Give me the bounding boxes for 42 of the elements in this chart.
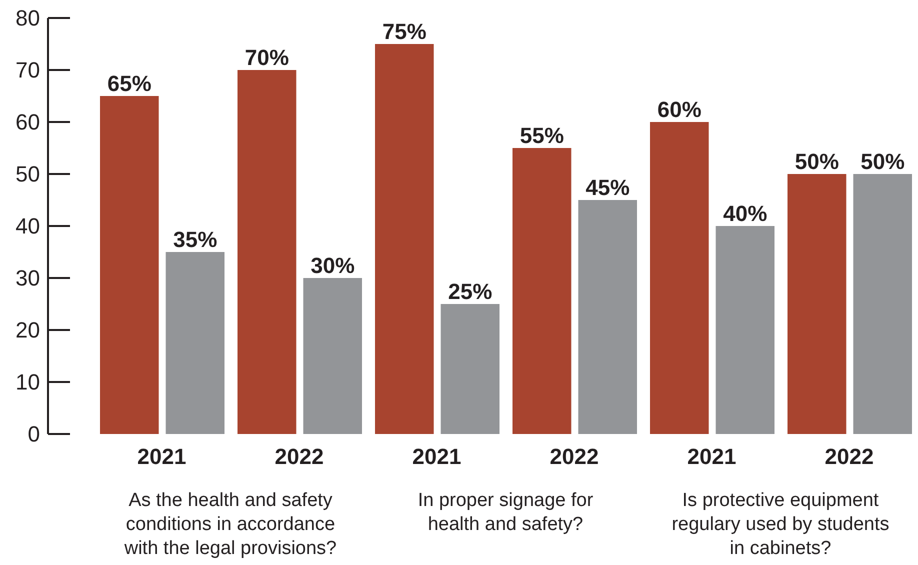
text: In proper signage for health and safety? <box>418 490 594 535</box>
data-label: 50% <box>860 149 905 174</box>
data-label: 55% <box>520 123 564 148</box>
bar <box>100 96 159 434</box>
bar <box>853 174 912 434</box>
bar <box>788 174 846 434</box>
data-label: 45% <box>586 175 630 200</box>
bar <box>512 148 572 434</box>
y-tick-label: 20 <box>16 318 40 343</box>
x-tick-label: 2022 <box>550 444 599 469</box>
bar <box>578 200 637 434</box>
x-tick-label: 2021 <box>137 444 186 469</box>
bar <box>375 44 434 434</box>
y-tick-label: 80 <box>16 6 40 31</box>
y-tick-label: 0 <box>28 422 40 447</box>
x-tick-label: 2022 <box>274 444 324 469</box>
text: Is protective equipment regulary used by students in cabinets? <box>672 490 890 559</box>
y-tick-label: 10 <box>16 370 40 395</box>
text: As the health and safety conditions in accordance with the legal provisions? <box>123 490 337 559</box>
data-label: 35% <box>173 227 218 252</box>
y-tick-label: 50 <box>16 162 40 187</box>
data-label: 50% <box>794 149 839 174</box>
data-label: 30% <box>310 253 355 278</box>
x-tick-label: 2021 <box>687 444 736 469</box>
bar <box>650 122 709 434</box>
bar <box>166 252 224 434</box>
y-tick-label: 60 <box>16 110 40 135</box>
data-label: 75% <box>382 19 426 44</box>
y-tick-label: 40 <box>16 214 40 239</box>
y-tick-label: 30 <box>16 266 40 291</box>
bar <box>716 226 774 434</box>
data-label: 25% <box>448 279 492 304</box>
data-label: 70% <box>244 45 289 70</box>
bar <box>303 278 362 434</box>
x-tick-label: 2022 <box>824 444 874 469</box>
bar <box>440 304 500 434</box>
data-label: 40% <box>723 201 768 226</box>
data-label: 65% <box>107 71 152 96</box>
data-label: 60% <box>657 97 702 122</box>
x-tick-label: 2021 <box>412 444 462 469</box>
y-tick-label: 70 <box>16 58 40 83</box>
bar <box>238 70 296 434</box>
